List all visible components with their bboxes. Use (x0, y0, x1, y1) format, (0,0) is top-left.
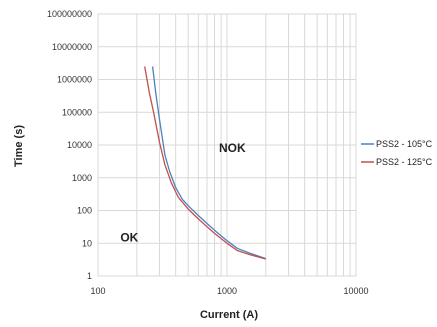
y-tick-label: 1000000 (57, 75, 92, 85)
y-tick-labels: 1 10 100 1000 10000 100000 1000000 10000000 1000… (47, 9, 92, 281)
y-tick-label: 100 (77, 206, 92, 216)
grid (97, 13, 357, 277)
y-tick-label: 100000000 (47, 9, 92, 19)
y-tick-label: 100000 (62, 107, 92, 117)
annotations: NOK OK (120, 141, 246, 244)
region-label-nok: NOK (219, 141, 246, 155)
y-axis-title: Time (s) (13, 125, 25, 167)
y-tick-label: 1 (87, 271, 92, 281)
x-tick-labels: 100 1000 10000 (90, 286, 368, 296)
y-tick-label: 10000000 (52, 42, 92, 52)
y-tick-label: 1000 (72, 173, 92, 183)
legend: PSS2 - 105°C PSS2 - 125°C (361, 139, 433, 167)
region-label-ok: OK (120, 230, 138, 244)
x-tick-label: 10000 (343, 286, 368, 296)
x-tick-label: 1000 (217, 286, 237, 296)
y-tick-label: 10000 (67, 140, 92, 150)
series-line-2 (144, 66, 266, 260)
series-lines (144, 66, 267, 260)
legend-label-2: PSS2 - 125°C (376, 157, 433, 167)
x-axis-title: Current (A) (200, 309, 258, 321)
legend-label-1: PSS2 - 105°C (376, 139, 433, 149)
series-line-1 (151, 66, 267, 260)
x-tick-label: 100 (90, 286, 105, 296)
y-tick-label: 10 (82, 238, 92, 248)
